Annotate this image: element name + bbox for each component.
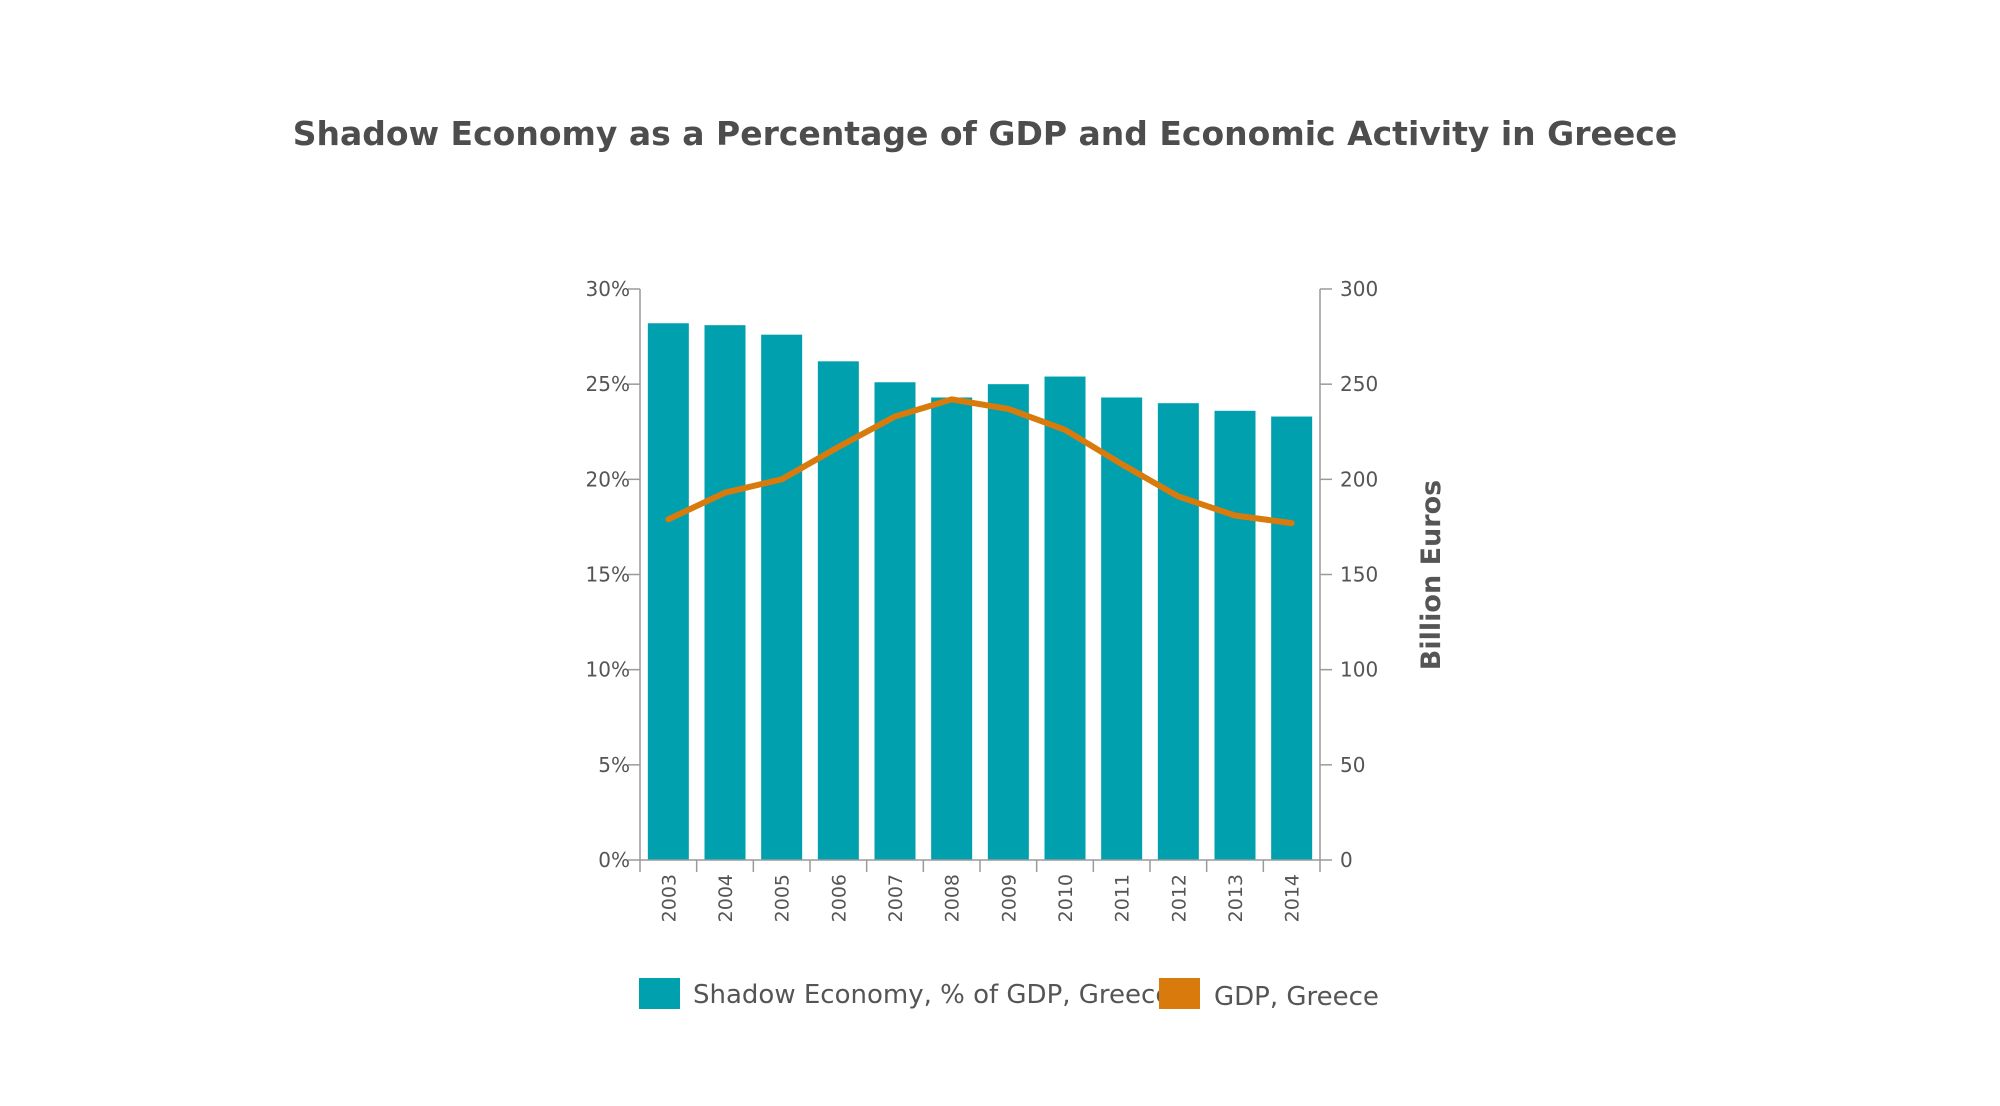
x-tick-label: 2003 — [658, 874, 680, 922]
legend-label-line: GDP, Greece — [1214, 982, 1379, 1012]
x-tick-label: 2014 — [1282, 874, 1304, 922]
x-tick-label: 2012 — [1168, 874, 1190, 922]
gdp-point-2006 — [836, 445, 840, 449]
axes-group: 0% 0 5% 50 10% 100 15% 150 20% 200 25% 250 30% 300 200… — [586, 277, 1379, 922]
x-tick-label: 2013 — [1225, 874, 1247, 922]
left-tick-label: 5% — [598, 753, 630, 777]
bar-2005 — [761, 334, 803, 860]
bar-2010 — [1044, 376, 1086, 860]
gdp-point-2012 — [1176, 494, 1180, 498]
gdp-point-2011 — [1120, 462, 1124, 466]
bars-group — [647, 323, 1313, 860]
x-tick-label: 2005 — [772, 874, 794, 922]
bar-2008 — [931, 397, 973, 860]
gdp-point-2013 — [1233, 513, 1237, 517]
x-tick-label: 2006 — [828, 874, 850, 922]
right-tick-label: 50 — [1340, 753, 1365, 777]
right-tick-label: 200 — [1340, 467, 1378, 491]
legend-label-bar: Shadow Economy, % of GDP, Greece — [693, 980, 1171, 1010]
bar-2007 — [874, 382, 916, 860]
x-tick-label: 2004 — [715, 874, 737, 922]
left-tick-label: 20% — [586, 467, 630, 491]
gdp-point-2014 — [1290, 521, 1294, 525]
right-tick-label: 100 — [1340, 658, 1378, 682]
chart-title: Shadow Economy as a Percentage of GDP an… — [293, 114, 1677, 153]
right-tick-label: 150 — [1340, 563, 1378, 587]
left-tick-label: 10% — [586, 658, 630, 682]
gdp-line — [665, 396, 1295, 527]
gdp-point-2003 — [666, 517, 670, 521]
x-tick-label: 2007 — [885, 874, 907, 922]
gdp-point-2010 — [1063, 428, 1067, 432]
right-tick-label: 300 — [1340, 277, 1378, 301]
left-tick-label: 30% — [586, 277, 630, 301]
bar-2004 — [704, 325, 746, 860]
line-group — [665, 396, 1295, 527]
legend-swatch-line — [1159, 978, 1200, 1009]
gdp-point-2009 — [1006, 407, 1010, 411]
x-tick-label: 2010 — [1055, 874, 1077, 922]
gdp-point-2008 — [950, 397, 954, 401]
right-tick-label: 250 — [1340, 372, 1378, 396]
legend: Shadow Economy, % of GDP, Greece GDP, Gr… — [639, 978, 1379, 1012]
bar-2014 — [1271, 416, 1313, 860]
legend-swatch-bar — [639, 978, 680, 1009]
x-tick-label: 2008 — [942, 874, 964, 922]
right-tick-label: 0 — [1340, 848, 1353, 872]
right-axis-title: Billion Euros — [1416, 480, 1447, 670]
left-tick-label: 0% — [598, 848, 630, 872]
left-tick-label: 15% — [586, 563, 630, 587]
left-tick-label: 25% — [586, 372, 630, 396]
bar-2012 — [1157, 403, 1199, 860]
bar-2013 — [1214, 410, 1256, 860]
gdp-point-2004 — [723, 491, 727, 495]
x-tick-label: 2009 — [998, 874, 1020, 922]
x-tick-label: 2011 — [1112, 874, 1134, 922]
gdp-point-2007 — [893, 415, 897, 419]
bar-2003 — [647, 323, 689, 860]
gdp-point-2005 — [780, 477, 784, 481]
bar-2009 — [987, 384, 1029, 860]
